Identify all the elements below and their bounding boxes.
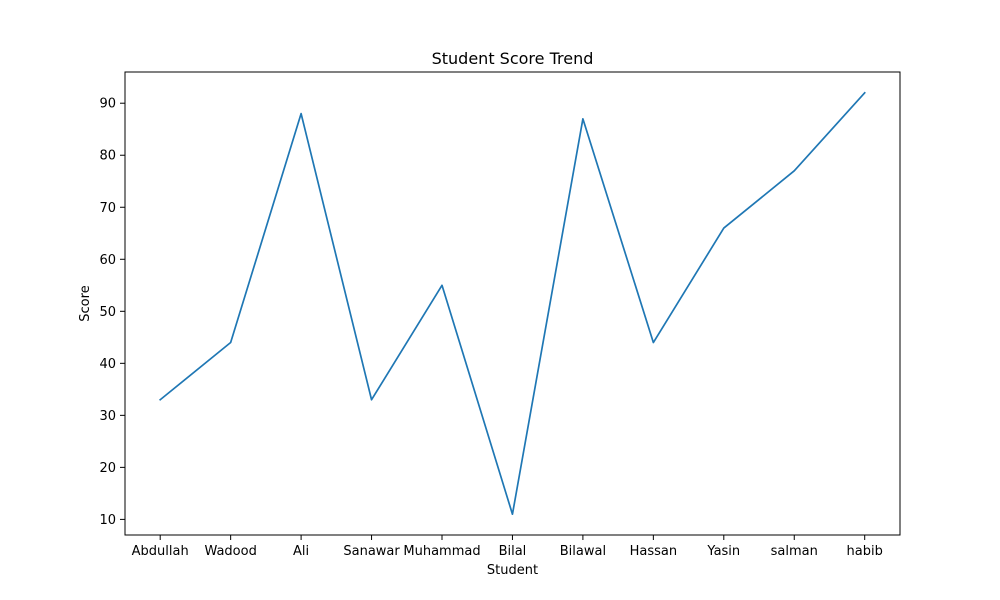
y-tick-label: 40 [99,357,116,372]
y-tick-label: 50 [99,305,116,320]
y-tick-label: 10 [99,513,116,528]
y-tick-label: 90 [99,97,116,112]
y-tick-label: 70 [99,201,116,216]
y-axis-title: Score [78,285,93,321]
series-line [159,91,866,516]
x-tick-label: Bilal [499,544,527,559]
x-tick-label: Sanawar [343,544,400,559]
x-tick-label: Bilawal [560,544,606,559]
plot-frame [124,71,901,536]
x-tick-label: Muhammad [403,544,480,559]
x-tick-label: Hassan [630,544,678,559]
series-layer [159,91,866,516]
x-tick-label: Ali [293,544,309,559]
x-tick-label: salman [771,544,818,559]
x-tick-label: Wadood [204,544,256,559]
y-tick-label: 20 [99,461,116,476]
y-axis-ticks: 10 20 30 40 50 60 70 80 90 [99,97,125,528]
chart-title: Student Score Trend [432,49,594,68]
y-tick-label: 60 [99,253,116,268]
x-tick-label: habib [847,544,883,559]
y-tick-label: 30 [99,409,116,424]
x-tick-label: Yasin [706,544,740,559]
x-axis-ticks: Abdullah Wadood Ali Sanawar Muhammad Bilal Bil… [132,535,883,559]
y-tick-label: 80 [99,149,116,164]
x-axis-title: Student [487,563,538,578]
x-tick-label: Abdullah [132,544,189,559]
